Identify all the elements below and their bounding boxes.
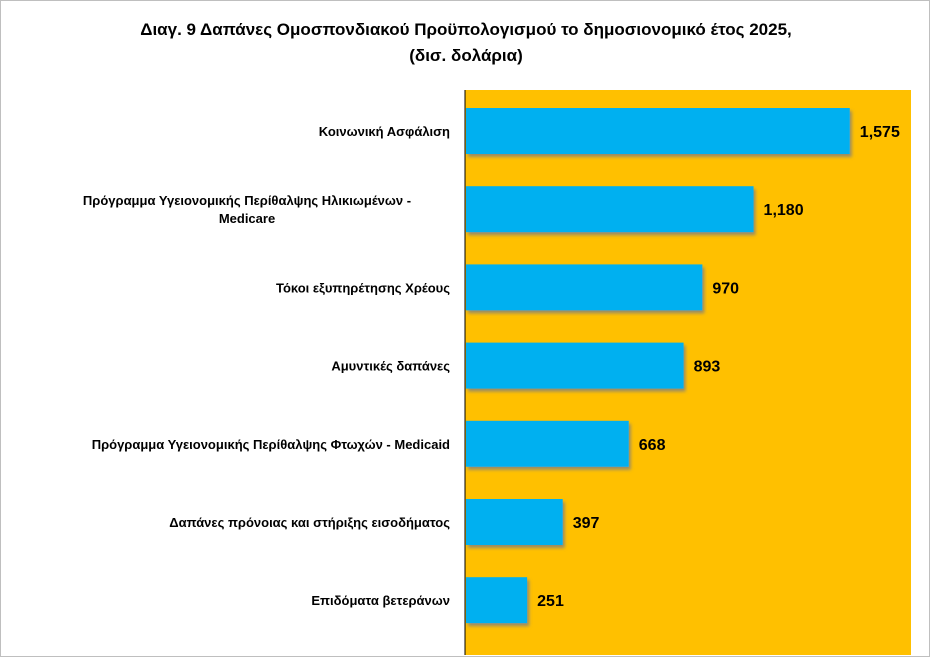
bar	[466, 499, 563, 545]
category-label: Αμυντικές δαπάνες	[331, 359, 450, 374]
bar	[466, 186, 754, 233]
value-label: 397	[573, 515, 600, 532]
category-label: Τόκοι εξυπηρέτησης Χρέους	[276, 280, 450, 295]
value-label: 251	[537, 593, 564, 610]
bar	[466, 420, 629, 467]
value-label: 970	[712, 280, 739, 297]
bar	[466, 577, 528, 624]
chart-subtitle: (δισ. δολάρια)	[409, 46, 523, 65]
category-label: Κοινωνική Ασφάλιση	[319, 124, 450, 139]
category-label: Επιδόματα βετεράνων	[311, 593, 450, 608]
category-label: Πρόγραμμα Υγειονομικής Περίθαλψης Ηλικιω…	[83, 193, 411, 226]
bar	[466, 108, 850, 154]
bar	[466, 342, 684, 389]
category-label: Δαπάνες πρόνοιας και στήριξης εισοδήματο…	[169, 515, 450, 530]
value-label: 1,180	[764, 202, 804, 219]
value-label: 668	[639, 437, 666, 454]
value-label: 893	[694, 359, 721, 376]
value-label: 1,575	[860, 124, 900, 141]
chart-title: Διαγ. 9 Δαπάνες Ομοσπονδιακού Προϋπολογι…	[140, 20, 792, 39]
bar	[466, 264, 703, 311]
category-label: Πρόγραμμα Υγειονομικής Περίθαλψης Φτωχών…	[92, 437, 450, 452]
